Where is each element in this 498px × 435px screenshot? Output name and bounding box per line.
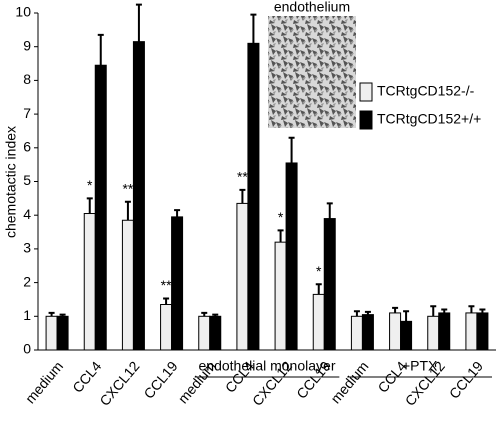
significance: * — [316, 263, 322, 279]
error-bar — [468, 305, 475, 313]
bar — [274, 241, 287, 351]
y-tick-label: 5 — [23, 172, 31, 188]
y-tick-label: 0 — [23, 341, 31, 357]
significance: ** — [237, 169, 248, 185]
bar — [132, 41, 145, 351]
significance: ** — [161, 277, 172, 293]
y-axis-label: chemotactic index — [3, 126, 19, 238]
error-bar — [403, 310, 410, 322]
error-bar — [392, 306, 399, 313]
y-tick-label: 9 — [23, 37, 31, 53]
bar — [323, 218, 336, 351]
y-tick-label: 3 — [23, 240, 31, 256]
error-bar — [315, 283, 322, 295]
y-tick-label: 8 — [23, 71, 31, 87]
x-tick-label: CCL4 — [69, 358, 104, 396]
bar — [236, 202, 249, 351]
bar — [361, 314, 374, 351]
bar — [476, 312, 489, 351]
error-bar — [174, 209, 181, 217]
bar — [389, 312, 402, 351]
bar — [121, 219, 134, 351]
legend-swatch — [359, 82, 373, 102]
significance: * — [278, 209, 284, 225]
bar — [160, 304, 173, 351]
x-tick-label: medium — [22, 358, 66, 406]
inset-label: endothelium — [274, 0, 350, 15]
error-bar — [163, 297, 170, 305]
y-tick-label: 6 — [23, 139, 31, 155]
bar — [209, 315, 222, 351]
inset-image — [268, 16, 356, 128]
legend-swatch — [359, 110, 373, 130]
x-tick-label: CCL19 — [446, 358, 486, 402]
bar — [465, 312, 478, 351]
error-bar — [59, 313, 66, 317]
bar — [198, 315, 211, 351]
error-bar — [288, 136, 295, 163]
error-bar — [86, 197, 93, 214]
error-bar — [135, 3, 142, 42]
bar — [400, 320, 413, 351]
error-bar — [326, 202, 333, 219]
x-tick-label: CXCL12 — [96, 358, 142, 409]
y-tick-label: 2 — [23, 273, 31, 289]
bar — [285, 162, 298, 351]
error-bar — [441, 308, 448, 313]
error-bar — [201, 311, 208, 317]
error-bar — [48, 311, 55, 317]
bar — [94, 64, 107, 351]
group-label: +PTX — [402, 358, 438, 374]
legend-label: TCRtgCD152-/- — [377, 83, 475, 99]
bar — [56, 315, 69, 351]
significance: ** — [122, 180, 133, 196]
bar — [171, 216, 184, 351]
group-label: endothelial monolayer — [199, 358, 336, 374]
bar — [350, 315, 363, 351]
legend-label: TCRtgCD152+/+ — [377, 111, 481, 127]
y-tick-label: 7 — [23, 105, 31, 121]
y-tick-label: 10 — [15, 4, 31, 20]
error-bar — [250, 13, 257, 44]
bar — [83, 213, 96, 351]
y-tick-label: 1 — [23, 307, 31, 323]
bar — [312, 293, 325, 351]
error-bar — [212, 313, 219, 317]
error-bar — [277, 229, 284, 243]
significance: * — [87, 177, 93, 193]
error-bar — [479, 308, 486, 313]
y-tick-label: 4 — [23, 206, 31, 222]
bar — [438, 312, 451, 351]
bar — [247, 42, 260, 351]
error-bar — [430, 305, 437, 317]
error-bar — [124, 200, 131, 221]
error-bar — [239, 188, 246, 204]
error-bar — [364, 310, 371, 315]
error-bar — [97, 33, 104, 66]
error-bar — [353, 310, 360, 317]
bar — [427, 315, 440, 351]
bar — [45, 315, 58, 351]
